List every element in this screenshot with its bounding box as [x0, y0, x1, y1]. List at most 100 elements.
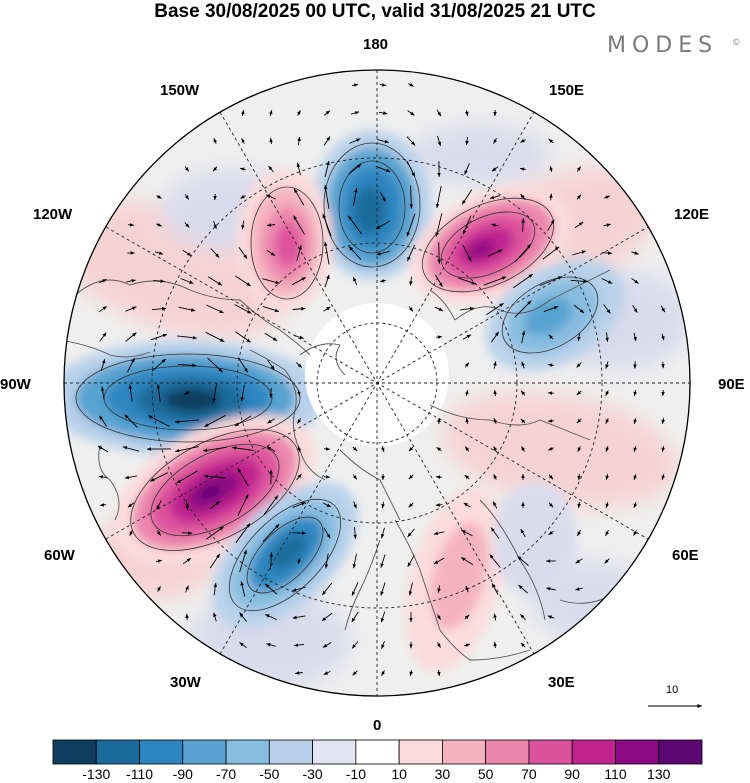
wind-vector: [180, 278, 194, 284]
wind-vector: [406, 213, 416, 237]
wind-vector: [435, 274, 443, 288]
wind-vector: [381, 501, 385, 509]
wind-vector: [156, 194, 162, 199]
graticule: [64, 70, 690, 696]
wind-vector: [206, 526, 224, 540]
wind-vector: [353, 501, 357, 509]
wind-vector: [487, 249, 503, 257]
wind-vector: [291, 531, 307, 535]
wind-vector: [661, 473, 666, 481]
wind-vector: [408, 306, 414, 312]
wind-vector: [237, 467, 249, 487]
wind-vector: [323, 306, 331, 312]
wind-vector: [297, 445, 302, 453]
wind-vector: [378, 111, 388, 115]
wind-vector: [408, 82, 414, 87]
wind-vector: [549, 165, 554, 173]
wind-vector: [297, 558, 302, 564]
wind-vector: [380, 446, 385, 452]
wind-vector: [127, 502, 135, 508]
wind-vector: [460, 557, 474, 565]
wind-vector: [406, 244, 416, 262]
wind-vector: [177, 335, 197, 340]
wind-vector: [262, 305, 280, 313]
wind-vector: [408, 474, 414, 480]
lon-label-150e: 150E: [549, 82, 585, 99]
wind-vector: [465, 110, 469, 116]
wind-vector: [240, 194, 246, 199]
colorbar-tick-label: -90: [172, 766, 193, 782]
wind-vector: [493, 613, 497, 621]
wind-vector: [661, 445, 666, 453]
wind-vector: [546, 587, 556, 591]
wind-vector: [514, 243, 532, 263]
wind-vector: [264, 332, 278, 342]
wind-vector: [661, 418, 665, 424]
lon-label-30e: 30E: [548, 674, 575, 691]
wind-vector: [124, 414, 138, 428]
anomaly-aleutian-low: [312, 130, 432, 280]
wind-vector: [433, 557, 445, 565]
colorbar-tick-label: 110: [604, 766, 627, 782]
wind-vector: [542, 246, 560, 260]
wind-vector: [574, 221, 584, 229]
wind-vector: [408, 446, 414, 452]
wind-vector: [176, 470, 198, 484]
wind-vector: [182, 557, 192, 565]
wind-vector: [437, 242, 441, 264]
wind-vector: [241, 220, 245, 230]
wind-vector: [491, 223, 499, 227]
wind-vector: [548, 446, 554, 451]
wind-vector: [292, 307, 306, 311]
modes-logo: MODES: [607, 33, 719, 58]
wind-vector: [605, 501, 610, 509]
wind-vector: [489, 195, 501, 200]
wind-vector: [380, 554, 386, 568]
wind-vector: [206, 304, 224, 314]
colorbar-tick-label: 90: [564, 766, 580, 782]
wind-vector: [517, 556, 529, 566]
wind-vector: [352, 446, 358, 452]
wind-vector: [603, 304, 611, 314]
wind-vector: [520, 167, 526, 171]
wind-vector: [601, 251, 613, 255]
wind-vector: [491, 583, 499, 595]
wind-vector: [235, 523, 251, 543]
wind-vector: [464, 362, 470, 368]
wind-vector: [151, 358, 167, 372]
wind-vector: [379, 278, 387, 283]
wind-vector: [605, 473, 610, 481]
wind-vector: [409, 185, 414, 209]
wind-vector: [353, 527, 357, 539]
wind-vector: [539, 276, 563, 286]
colorbar-tick-label: -130: [82, 766, 111, 782]
wind-vector: [512, 273, 534, 289]
wind-vector: [213, 582, 218, 596]
wind-vector: [493, 474, 498, 480]
wind-vector: [489, 554, 501, 568]
wind-vector: [577, 332, 581, 342]
wind-vector: [661, 333, 665, 341]
wind-vector: [548, 530, 554, 536]
wind-vector: [296, 110, 301, 116]
wind-vector: [239, 549, 247, 573]
wind-vector: [380, 611, 386, 623]
wind-vector: [181, 531, 193, 535]
wind-vector: [323, 527, 331, 539]
wind-vector: [348, 163, 362, 175]
wind-vector: [605, 390, 610, 396]
wind-vector: [234, 304, 252, 314]
wind-vector: [263, 495, 279, 515]
wind-vector: [464, 389, 469, 397]
wind-vector: [375, 165, 391, 173]
wind-vector: [464, 446, 470, 452]
wind-vector: [493, 641, 497, 649]
wind-vector: [573, 304, 585, 314]
wind-vector: [324, 274, 330, 288]
wind-vector: [407, 110, 415, 116]
wind-vector: [408, 582, 413, 596]
colorbar-tick-label: 30: [434, 766, 451, 782]
wind-vector: [520, 613, 526, 621]
wind-vector: [210, 248, 220, 258]
